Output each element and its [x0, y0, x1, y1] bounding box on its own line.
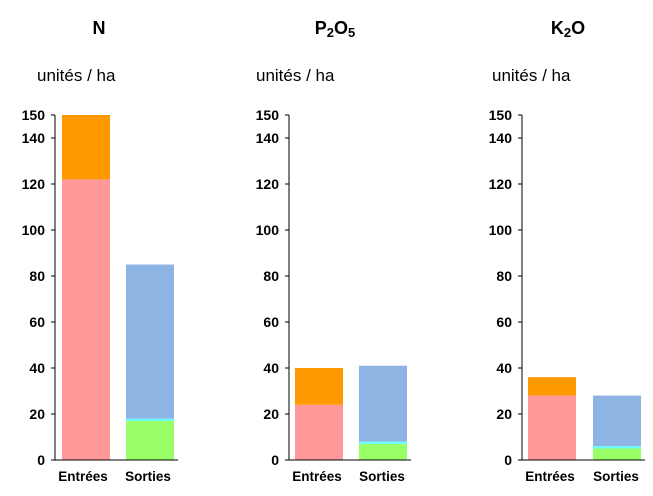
y-tick-label: 100	[489, 222, 513, 238]
y-tick-label: 0	[271, 452, 279, 468]
bar-segment	[126, 264, 174, 419]
bar-segment	[593, 395, 641, 447]
y-tick-label: 140	[256, 130, 280, 146]
title-part: P	[315, 18, 327, 38]
y-tick-label: 120	[22, 176, 46, 192]
bar-segment	[295, 404, 343, 460]
y-tick-label: 120	[489, 176, 513, 192]
category-label: Sorties	[359, 469, 405, 484]
title-part: O	[334, 18, 348, 38]
title-subscript: 2	[327, 25, 334, 40]
y-tick-label: 20	[29, 406, 45, 422]
chart-panel-p2o5: P2O5 unités / ha Entrées Sorties 0 20 40 60 80…	[256, 18, 411, 484]
y-tick-label: 60	[263, 314, 279, 330]
bar-segment	[126, 420, 174, 460]
y-tick-label: 40	[29, 360, 45, 376]
bar-segment	[295, 368, 343, 405]
category-label: Sorties	[125, 469, 171, 484]
title-subscript: 5	[348, 25, 355, 40]
chart-title-p2o5: P2O5	[315, 18, 356, 40]
y-tick-label: 120	[256, 176, 280, 192]
chart-panel-k2o: K2O unités / ha Entrées Sorties 0 20 40 60 80 1…	[489, 18, 645, 484]
title-part: K	[551, 18, 564, 38]
bar-segment	[593, 448, 641, 460]
y-tick-label: 40	[263, 360, 279, 376]
y-tick-label: 20	[496, 406, 512, 422]
y-tick-label: 140	[22, 130, 46, 146]
y-tick-label: 80	[29, 268, 45, 284]
title-subscript: 2	[564, 25, 571, 40]
category-label: Entrées	[292, 469, 342, 484]
y-tick-label: 20	[263, 406, 279, 422]
y-tick-label: 100	[256, 222, 280, 238]
y-unit-label-n: unités / ha	[37, 66, 116, 85]
bar-segment	[359, 443, 407, 460]
chart-title-k2o: K2O	[551, 18, 585, 40]
bar-segment	[528, 395, 576, 460]
y-tick-label: 80	[263, 268, 279, 284]
plot-area-k2o: Entrées Sorties 0 20 40 60 80 100 120 140 150	[489, 107, 645, 484]
bar-segment	[126, 418, 174, 421]
bar-segment	[593, 446, 641, 449]
y-tick-label: 60	[29, 314, 45, 330]
category-label: Sorties	[593, 469, 639, 484]
bar-segment	[62, 179, 110, 460]
y-tick-label: 40	[496, 360, 512, 376]
bar-segment	[528, 377, 576, 396]
y-tick-label: 150	[256, 107, 280, 123]
y-tick-label: 150	[489, 107, 513, 123]
plot-area-n: Entrées Sorties 0 20 40 60 80 100 120 140 150	[22, 107, 178, 484]
bar-segment	[62, 115, 110, 180]
category-label: Entrées	[525, 469, 575, 484]
y-unit-label-k2o: unités / ha	[492, 66, 571, 85]
y-tick-label: 0	[37, 452, 45, 468]
title-part: O	[571, 18, 585, 38]
plot-area-p2o5: Entrées Sorties 0 20 40 60 80 100 120 140 150	[256, 107, 411, 484]
chart-title-n: N	[93, 18, 106, 38]
bar-segment	[359, 365, 407, 442]
y-tick-label: 140	[489, 130, 513, 146]
y-tick-label: 100	[22, 222, 46, 238]
y-tick-label: 80	[496, 268, 512, 284]
category-label: Entrées	[58, 469, 108, 484]
y-tick-label: 60	[496, 314, 512, 330]
y-tick-label: 150	[22, 107, 46, 123]
y-unit-label-p2o5: unités / ha	[256, 66, 335, 85]
chart-panel-n: N unités / ha Entrées Sorties 0 20 40 60 80 100…	[22, 18, 178, 484]
y-tick-label: 0	[504, 452, 512, 468]
bar-segment	[359, 441, 407, 444]
